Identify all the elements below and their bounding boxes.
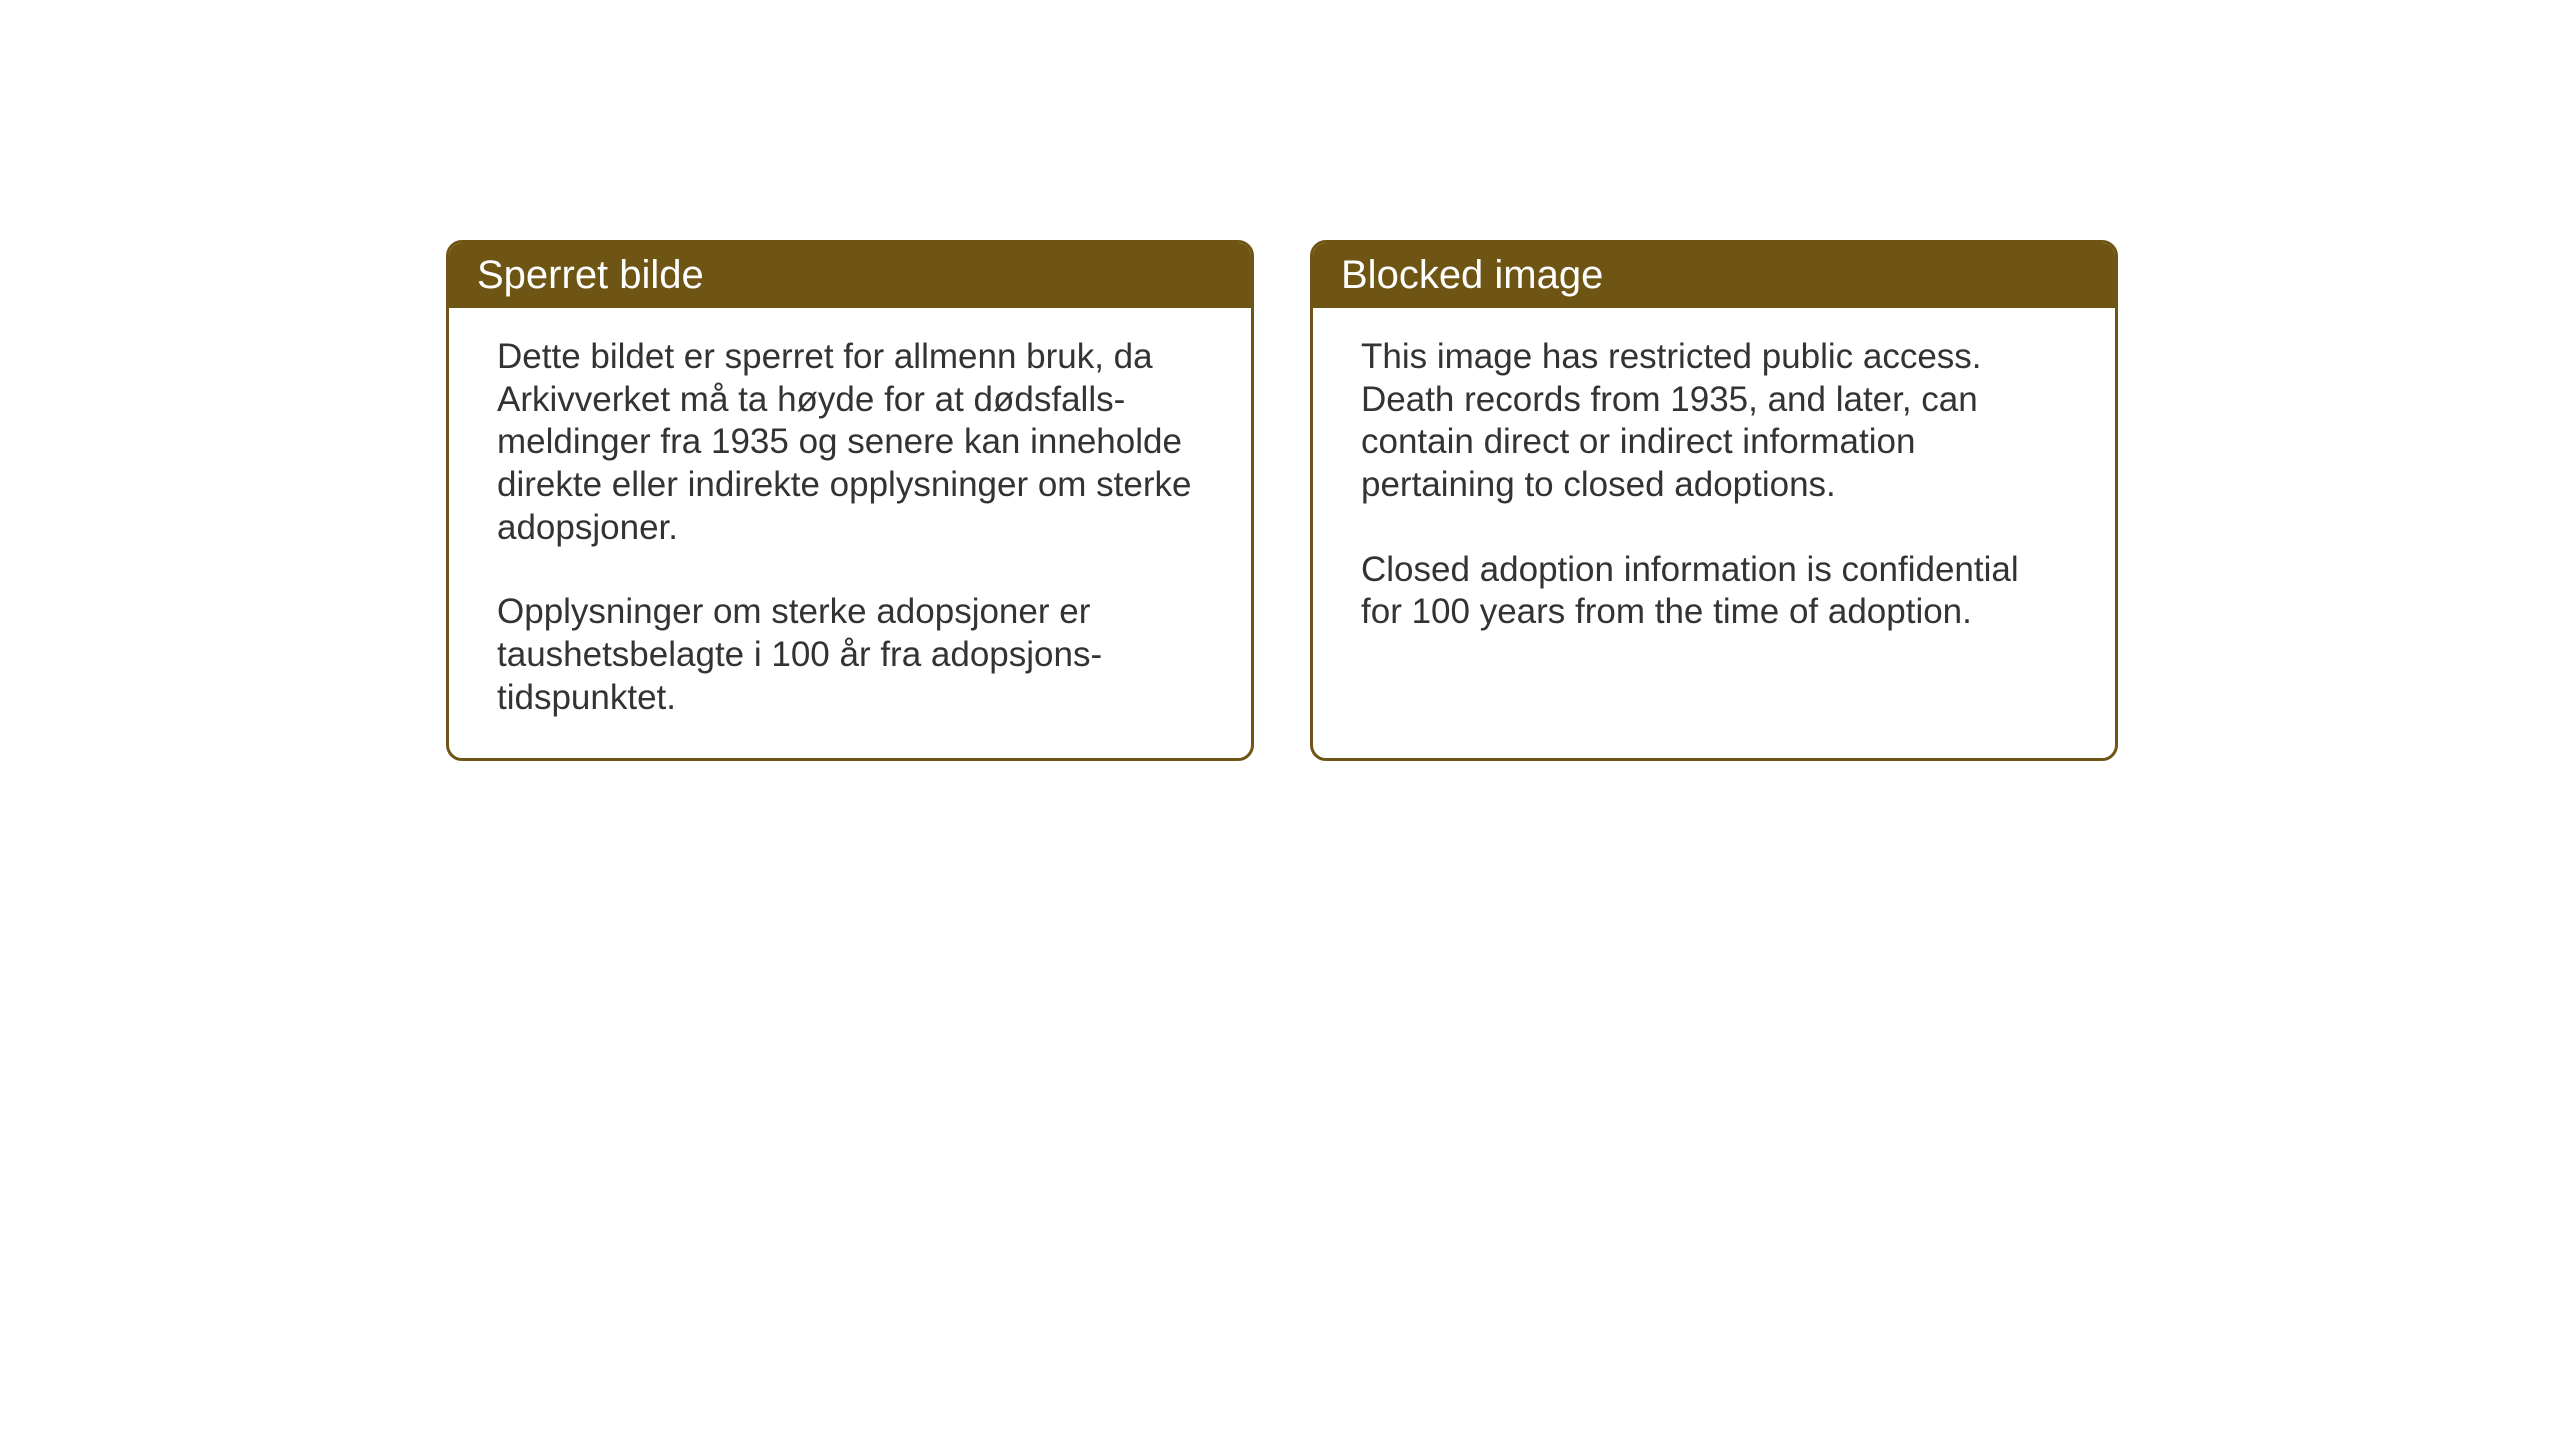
paragraph-2-english: Closed adoption information is confident…	[1361, 549, 2067, 634]
card-title-english: Blocked image	[1341, 253, 1603, 297]
card-norwegian: Sperret bilde Dette bildet er sperret fo…	[446, 240, 1254, 761]
card-header-english: Blocked image	[1313, 243, 2115, 308]
card-body-norwegian: Dette bildet er sperret for allmenn bruk…	[449, 308, 1251, 758]
card-title-norwegian: Sperret bilde	[477, 253, 704, 297]
card-body-english: This image has restricted public access.…	[1313, 308, 2115, 708]
paragraph-1-norwegian: Dette bildet er sperret for allmenn bruk…	[497, 336, 1203, 549]
paragraph-2-norwegian: Opplysninger om sterke adopsjoner er tau…	[497, 591, 1203, 719]
card-header-norwegian: Sperret bilde	[449, 243, 1251, 308]
card-english: Blocked image This image has restricted …	[1310, 240, 2118, 761]
paragraph-1-english: This image has restricted public access.…	[1361, 336, 2067, 507]
cards-container: Sperret bilde Dette bildet er sperret fo…	[446, 240, 2118, 761]
